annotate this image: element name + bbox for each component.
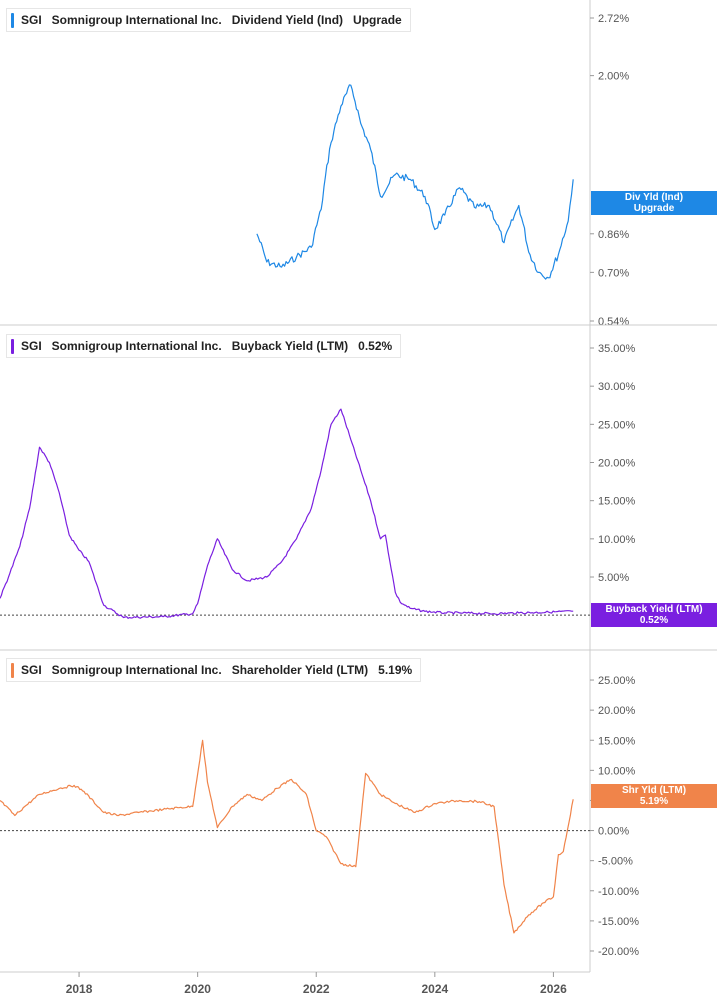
legend-swatch [11, 662, 14, 678]
y-tick-label: -5.00% [598, 856, 633, 868]
tag-label: Div Yld (Ind) [624, 192, 684, 203]
legend-value: 0.52% [358, 339, 393, 353]
x-tick-label: 2020 [184, 982, 211, 996]
legend-buyback-yield: SGI Somnigroup International Inc. Buybac… [6, 334, 402, 358]
y-tick-label: 30.00% [598, 381, 636, 393]
series-line [0, 408, 574, 619]
x-tick-label: 2018 [66, 982, 93, 996]
legend-company: Somnigroup International Inc. [51, 663, 222, 677]
x-tick-label: 2026 [540, 982, 567, 996]
legend-swatch [11, 338, 14, 354]
legend-metric: Shareholder Yield (LTM) [231, 663, 369, 677]
y-tick-label: -20.00% [598, 946, 639, 958]
legend-ticker: SGI [21, 13, 42, 27]
series-line [0, 739, 574, 934]
tag-value: 5.19% [639, 796, 669, 807]
y-tick-label: 0.00% [598, 826, 629, 838]
tag-shareholder-yield: Shr Yld (LTM) 5.19% [591, 784, 717, 808]
y-tick-label: -15.00% [598, 916, 639, 928]
legend-shareholder-yield: SGI Somnigroup International Inc. Shareh… [6, 658, 422, 682]
tag-label: Buyback Yield (LTM) [605, 604, 703, 615]
tag-buyback-yield: Buyback Yield (LTM) 0.52% [591, 603, 717, 627]
y-tick-label: 25.00% [598, 675, 636, 687]
y-tick-label: 35.00% [598, 343, 636, 355]
y-tick-label: 20.00% [598, 705, 636, 717]
y-tick-label: 15.00% [598, 735, 636, 747]
y-tick-label: 5.00% [598, 572, 629, 584]
legend-ticker: SGI [21, 339, 42, 353]
y-tick-label: 20.00% [598, 458, 636, 470]
y-tick-label: 0.86% [598, 229, 629, 241]
tag-dividend-yield: Div Yld (Ind) Upgrade [591, 191, 717, 215]
tag-value: 0.52% [639, 615, 669, 626]
y-tick-label: 0.54% [598, 316, 629, 328]
y-tick-label: 0.70% [598, 267, 629, 279]
legend-company: Somnigroup International Inc. [51, 339, 222, 353]
y-tick-label: 10.00% [598, 534, 636, 546]
tag-label: Shr Yld (LTM) [621, 785, 687, 796]
legend-dividend-yield: SGI Somnigroup International Inc. Divide… [6, 8, 411, 32]
legend-metric: Dividend Yield (Ind) [231, 13, 344, 27]
y-tick-label: 15.00% [598, 496, 636, 508]
legend-value: Upgrade [353, 13, 402, 27]
y-tick-label: 25.00% [598, 419, 636, 431]
y-tick-label: 2.00% [598, 71, 629, 83]
legend-swatch [11, 12, 14, 28]
legend-company: Somnigroup International Inc. [51, 13, 222, 27]
legend-ticker: SGI [21, 663, 42, 677]
y-tick-label: -10.00% [598, 886, 639, 898]
x-tick-label: 2024 [421, 982, 448, 996]
legend-metric: Buyback Yield (LTM) [231, 339, 349, 353]
y-tick-label: 10.00% [598, 765, 636, 777]
tag-value: Upgrade [633, 203, 675, 214]
series-line [256, 84, 574, 280]
legend-value: 5.19% [378, 663, 413, 677]
y-tick-label: 2.72% [598, 13, 629, 25]
x-tick-label: 2022 [303, 982, 330, 996]
